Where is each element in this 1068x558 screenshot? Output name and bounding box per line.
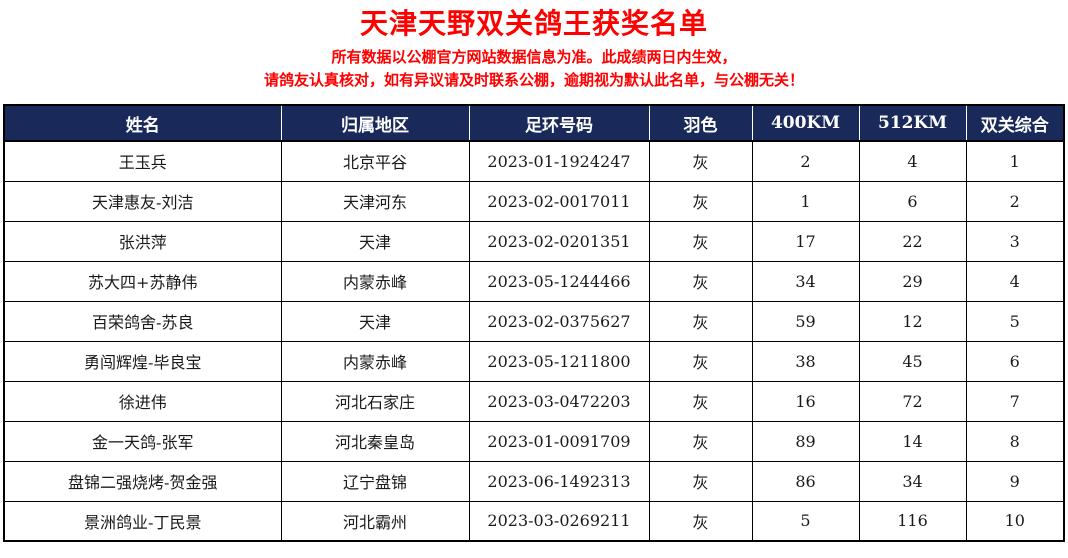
cell-overall-rank: 2	[965, 180, 1065, 222]
table-body: 王玉兵 北京平谷 2023-01-1924247 灰 2 4 1 天津惠友-刘洁…	[3, 140, 1065, 542]
column-header-512km: 512KM	[859, 105, 967, 142]
column-header-double-race-overall: 双关综合	[966, 105, 1064, 142]
cell-feather-color: 灰	[648, 500, 753, 542]
cell-400km-rank: 34	[751, 260, 860, 302]
cell-name: 徐进伟	[3, 380, 282, 422]
column-header-region: 归属地区	[281, 105, 470, 142]
table-row: 勇闯辉煌-毕良宝 内蒙赤峰 2023-05-1211800 灰 38 45 6	[3, 340, 1065, 382]
cell-name: 张洪萍	[3, 220, 282, 262]
cell-ring-number: 2023-02-0201351	[468, 220, 650, 262]
cell-region: 天津河东	[280, 180, 470, 222]
cell-region: 内蒙赤峰	[280, 340, 470, 382]
cell-region: 天津	[280, 220, 470, 262]
cell-feather-color: 灰	[648, 420, 753, 462]
cell-512km-rank: 72	[858, 380, 967, 422]
cell-ring-number: 2023-02-0375627	[468, 300, 650, 342]
cell-region: 河北霸州	[280, 500, 470, 542]
cell-400km-rank: 86	[751, 460, 860, 502]
cell-name: 王玉兵	[3, 140, 282, 182]
cell-ring-number: 2023-03-0472203	[468, 380, 650, 422]
awards-table: 姓名 归属地区 足环号码 羽色 400KM 512KM 双关综合 王玉兵 北京平…	[3, 104, 1065, 542]
column-header-name: 姓名	[4, 105, 282, 142]
cell-400km-rank: 5	[751, 500, 860, 542]
table-row: 景洲鸽业-丁民景 河北霸州 2023-03-0269211 灰 5 116 10	[3, 500, 1065, 542]
cell-feather-color: 灰	[648, 340, 753, 382]
cell-512km-rank: 6	[858, 180, 967, 222]
cell-400km-rank: 38	[751, 340, 860, 382]
cell-overall-rank: 3	[965, 220, 1065, 262]
cell-400km-rank: 59	[751, 300, 860, 342]
cell-400km-rank: 17	[751, 220, 860, 262]
cell-400km-rank: 1	[751, 180, 860, 222]
cell-name: 金一天鸽-张军	[3, 420, 282, 462]
header-row: 姓名 归属地区 足环号码 羽色 400KM 512KM 双关综合	[4, 105, 1064, 142]
cell-512km-rank: 12	[858, 300, 967, 342]
cell-512km-rank: 29	[858, 260, 967, 302]
table-row: 金一天鸽-张军 河北秦皇岛 2023-01-0091709 灰 89 14 8	[3, 420, 1065, 462]
cell-512km-rank: 45	[858, 340, 967, 382]
cell-feather-color: 灰	[648, 140, 753, 182]
cell-feather-color: 灰	[648, 380, 753, 422]
cell-name: 景洲鸽业-丁民景	[3, 500, 282, 542]
cell-512km-rank: 4	[858, 140, 967, 182]
cell-feather-color: 灰	[648, 180, 753, 222]
cell-region: 辽宁盘锦	[280, 460, 470, 502]
cell-512km-rank: 116	[858, 500, 967, 542]
table-row: 苏大四+苏静伟 内蒙赤峰 2023-05-1244466 灰 34 29 4	[3, 260, 1065, 302]
cell-overall-rank: 10	[965, 500, 1065, 542]
cell-region: 天津	[280, 300, 470, 342]
cell-feather-color: 灰	[648, 460, 753, 502]
table-header: 姓名 归属地区 足环号码 羽色 400KM 512KM 双关综合	[4, 105, 1064, 142]
cell-name: 天津惠友-刘洁	[3, 180, 282, 222]
cell-region: 北京平谷	[280, 140, 470, 182]
cell-feather-color: 灰	[648, 220, 753, 262]
page-title: 天津天野双关鸽王获奖名单	[359, 7, 708, 40]
cell-name: 勇闯辉煌-毕良宝	[3, 340, 282, 382]
cell-region: 内蒙赤峰	[280, 260, 470, 302]
table-row: 百荣鸽舍-苏良 天津 2023-02-0375627 灰 59 12 5	[3, 300, 1065, 342]
cell-ring-number: 2023-01-0091709	[468, 420, 650, 462]
cell-name: 苏大四+苏静伟	[3, 260, 282, 302]
cell-ring-number: 2023-05-1211800	[468, 340, 650, 382]
cell-overall-rank: 7	[965, 380, 1065, 422]
cell-overall-rank: 1	[965, 140, 1065, 182]
cell-feather-color: 灰	[648, 260, 753, 302]
notice-line-2: 请鸽友认真核对，如有异议请及时联系公棚，逾期视为默认此名单，与公棚无关！	[263, 71, 804, 89]
cell-512km-rank: 22	[858, 220, 967, 262]
cell-400km-rank: 2	[751, 140, 860, 182]
cell-400km-rank: 89	[751, 420, 860, 462]
cell-overall-rank: 6	[965, 340, 1065, 382]
cell-ring-number: 2023-03-0269211	[468, 500, 650, 542]
table-row: 天津惠友-刘洁 天津河东 2023-02-0017011 灰 1 6 2	[3, 180, 1065, 222]
cell-400km-rank: 16	[751, 380, 860, 422]
cell-ring-number: 2023-02-0017011	[468, 180, 650, 222]
column-header-400km: 400KM	[752, 105, 860, 142]
cell-name: 盘锦二强烧烤-贺金强	[3, 460, 282, 502]
table-row: 王玉兵 北京平谷 2023-01-1924247 灰 2 4 1	[3, 140, 1065, 182]
column-header-feather-color: 羽色	[649, 105, 753, 142]
cell-512km-rank: 34	[858, 460, 967, 502]
notice-line-1: 所有数据以公棚官方网站数据信息为准。此成绩两日内生效，	[331, 48, 737, 66]
cell-feather-color: 灰	[648, 300, 753, 342]
cell-ring-number: 2023-06-1492313	[468, 460, 650, 502]
table-row: 徐进伟 河北石家庄 2023-03-0472203 灰 16 72 7	[3, 380, 1065, 422]
cell-region: 河北秦皇岛	[280, 420, 470, 462]
table-row: 盘锦二强烧烤-贺金强 辽宁盘锦 2023-06-1492313 灰 86 34 …	[3, 460, 1065, 502]
cell-ring-number: 2023-01-1924247	[468, 140, 650, 182]
cell-overall-rank: 5	[965, 300, 1065, 342]
cell-name: 百荣鸽舍-苏良	[3, 300, 282, 342]
cell-512km-rank: 14	[858, 420, 967, 462]
cell-overall-rank: 4	[965, 260, 1065, 302]
table-row: 张洪萍 天津 2023-02-0201351 灰 17 22 3	[3, 220, 1065, 262]
cell-overall-rank: 9	[965, 460, 1065, 502]
column-header-ring-number: 足环号码	[469, 105, 650, 142]
cell-overall-rank: 8	[965, 420, 1065, 462]
cell-ring-number: 2023-05-1244466	[468, 260, 650, 302]
cell-region: 河北石家庄	[280, 380, 470, 422]
